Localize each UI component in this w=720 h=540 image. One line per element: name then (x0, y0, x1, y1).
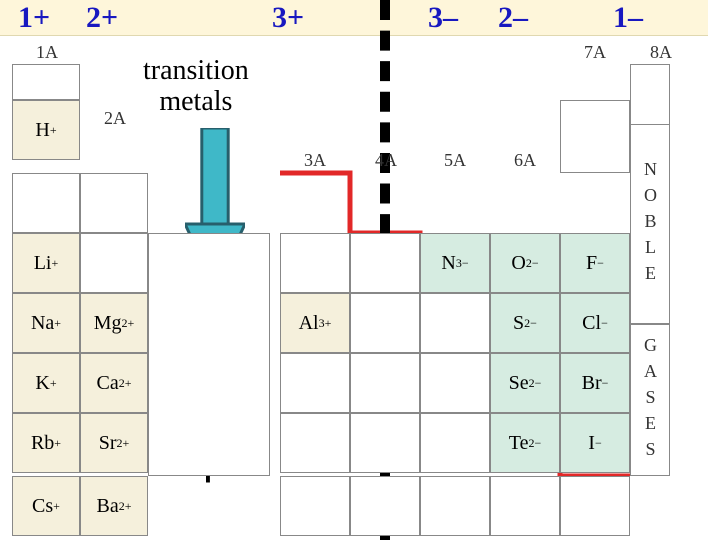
empty-cell (420, 353, 490, 413)
empty-cell (350, 476, 420, 536)
blank-7a-r1 (560, 100, 630, 173)
ion-Rb-cation: Rb+ (12, 413, 80, 473)
empty-cell (350, 353, 420, 413)
charge-header-3+: 3+ (238, 0, 338, 36)
group-label-6A: 6A (514, 150, 536, 171)
empty-cell (350, 233, 420, 293)
empty-cell (420, 413, 490, 473)
ion-Ca-cation: Ca2+ (80, 353, 148, 413)
ion-O-anion: O2− (490, 233, 560, 293)
empty-cell (280, 353, 350, 413)
ion-N-anion: N3− (420, 233, 490, 293)
empty-cell (420, 293, 490, 353)
ion-H-cation: H+ (12, 100, 80, 160)
charge-header-blank (338, 0, 408, 36)
ion-Na-cation: Na+ (12, 293, 80, 353)
empty-cell (80, 233, 148, 293)
charge-header-3–: 3– (408, 0, 478, 36)
ion-Mg-cation: Mg2+ (80, 293, 148, 353)
group-label-2A: 2A (104, 108, 126, 129)
ion-F-anion: F− (560, 233, 630, 293)
ion-Cl-anion: Cl− (560, 293, 630, 353)
ion-Ba-cation: Ba2+ (80, 476, 148, 536)
ion-Li-cation: Li+ (12, 233, 80, 293)
ion-Sr-cation: Sr2+ (80, 413, 148, 473)
empty-cell (350, 293, 420, 353)
charge-header-row: 1+2+ 3+ 3–2–1– (0, 0, 720, 36)
empty-cell (350, 413, 420, 473)
empty-cell (560, 476, 630, 536)
group-label-3A: 3A (304, 150, 326, 171)
group-label-5A: 5A (444, 150, 466, 171)
empty-cell (12, 173, 80, 233)
blank-1a-header (12, 64, 80, 100)
tm-label-line1: transition (143, 55, 249, 86)
group-label-8A: 8A (650, 42, 672, 63)
empty-cell (280, 233, 350, 293)
ion-Se-anion: Se2− (490, 353, 560, 413)
ion-Al-cation: Al3+ (280, 293, 350, 353)
empty-cell (490, 476, 560, 536)
tm-label-line2: metals (159, 86, 232, 117)
ion-K-cation: K+ (12, 353, 80, 413)
charge-header-2–: 2– (478, 0, 548, 36)
ion-S-anion: S2− (490, 293, 560, 353)
transition-metals-block (148, 233, 270, 476)
transition-metals-label: transition metals (143, 56, 249, 118)
empty-cell (80, 173, 148, 233)
group-label-1A: 1A (36, 42, 58, 63)
charge-header-1–: 1– (548, 0, 708, 36)
ion-Te-anion: Te2− (490, 413, 560, 473)
ion-Cs-cation: Cs+ (12, 476, 80, 536)
noble-column-box (630, 64, 670, 476)
empty-cell (420, 476, 490, 536)
arrow-shaft (202, 128, 228, 227)
group-label-7A: 7A (584, 42, 606, 63)
ion-Br-anion: Br− (560, 353, 630, 413)
charge-header-1+: 1+ (0, 0, 68, 36)
periodic-ion-chart: 1+2+3+3–2–1– transition metals charges v… (0, 0, 720, 540)
ion-I-anion: I− (560, 413, 630, 473)
empty-cell (280, 413, 350, 473)
charge-header-blank (136, 0, 238, 36)
group-label-4A: 4A (375, 150, 397, 171)
charge-header-2+: 2+ (68, 0, 136, 36)
empty-cell (280, 476, 350, 536)
